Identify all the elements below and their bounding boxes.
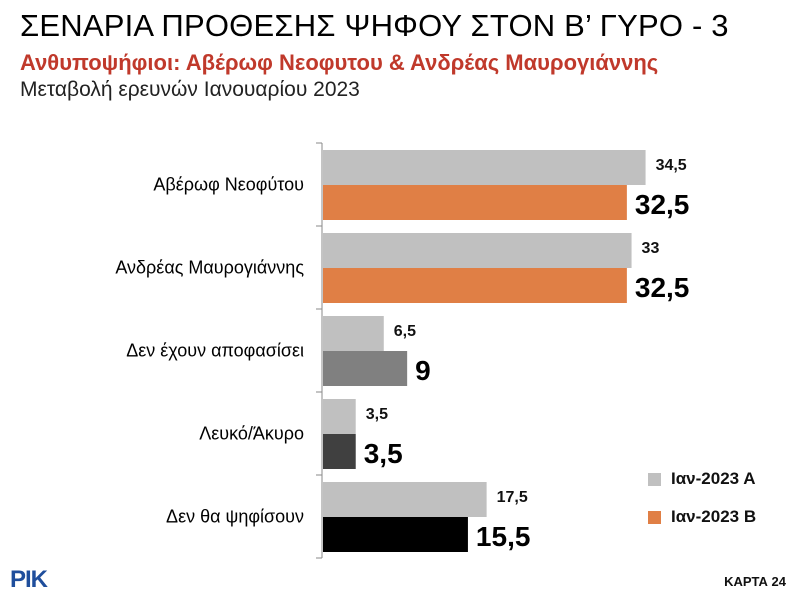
data-label-series-a: 34,5 [656, 157, 687, 174]
bar-series-b [323, 185, 627, 220]
data-label-series-b: 32,5 [635, 272, 690, 303]
bar-series-a [323, 233, 632, 268]
category-label: Αβέρωφ Νεοφύτου [153, 175, 304, 195]
data-label-series-b: 32,5 [635, 189, 690, 220]
data-label-series-b: 15,5 [476, 521, 531, 552]
category-label: Δεν έχουν αποφασίσει [126, 341, 304, 361]
chart-subtitle: Ανθυποψήφιοι: Αβέρωφ Νεοφυτου & Ανδρέας … [20, 50, 659, 75]
rik-logo: ΡΙΚ [10, 566, 48, 593]
legend-swatch-series-b [648, 510, 661, 524]
legend-label-series-b: Ιαν-2023 Β [671, 507, 757, 526]
bar-series-b [323, 351, 408, 386]
legend-item-series-b: Ιαν-2023 Β [648, 504, 756, 530]
data-label-series-a: 6,5 [394, 323, 416, 340]
category-label: Ανδρέας Μαυρογιάννης [115, 258, 304, 278]
bar-series-a [323, 482, 487, 517]
category-label: Λευκό/Άκυρο [199, 424, 304, 444]
chart-legend: Ιαν-2023 Α Ιαν-2023 Β [648, 466, 756, 542]
chart-subtitle-secondary: Μεταβολή ερευνών Ιανουαρίου 2023 [20, 78, 360, 101]
bar-series-a [323, 316, 384, 351]
bar-series-a [323, 399, 356, 434]
bar-series-b [323, 517, 468, 552]
chart-title: ΣΕΝΑΡΙΑ ΠΡΟΘΕΣΗΣ ΨΗΦΟΥ ΣΤΟΝ Β’ ΓΥΡΟ - 3 [20, 8, 729, 43]
legend-item-series-a: Ιαν-2023 Α [648, 466, 756, 492]
data-label-series-b: 9 [415, 355, 431, 386]
category-label: Δεν θα ψηφίσουν [166, 507, 304, 527]
bar-series-a [323, 150, 646, 185]
legend-swatch-series-a [648, 472, 661, 486]
data-label-series-a: 3,5 [366, 406, 388, 423]
data-label-series-b: 3,5 [364, 438, 403, 469]
map-id-label: ΚΑΡΤΑ 24 [724, 574, 786, 589]
bar-series-b [323, 434, 356, 469]
bar-series-b [323, 268, 627, 303]
data-label-series-a: 33 [642, 240, 660, 257]
legend-label-series-a: Ιαν-2023 Α [671, 469, 756, 488]
data-label-series-a: 17,5 [497, 489, 528, 506]
